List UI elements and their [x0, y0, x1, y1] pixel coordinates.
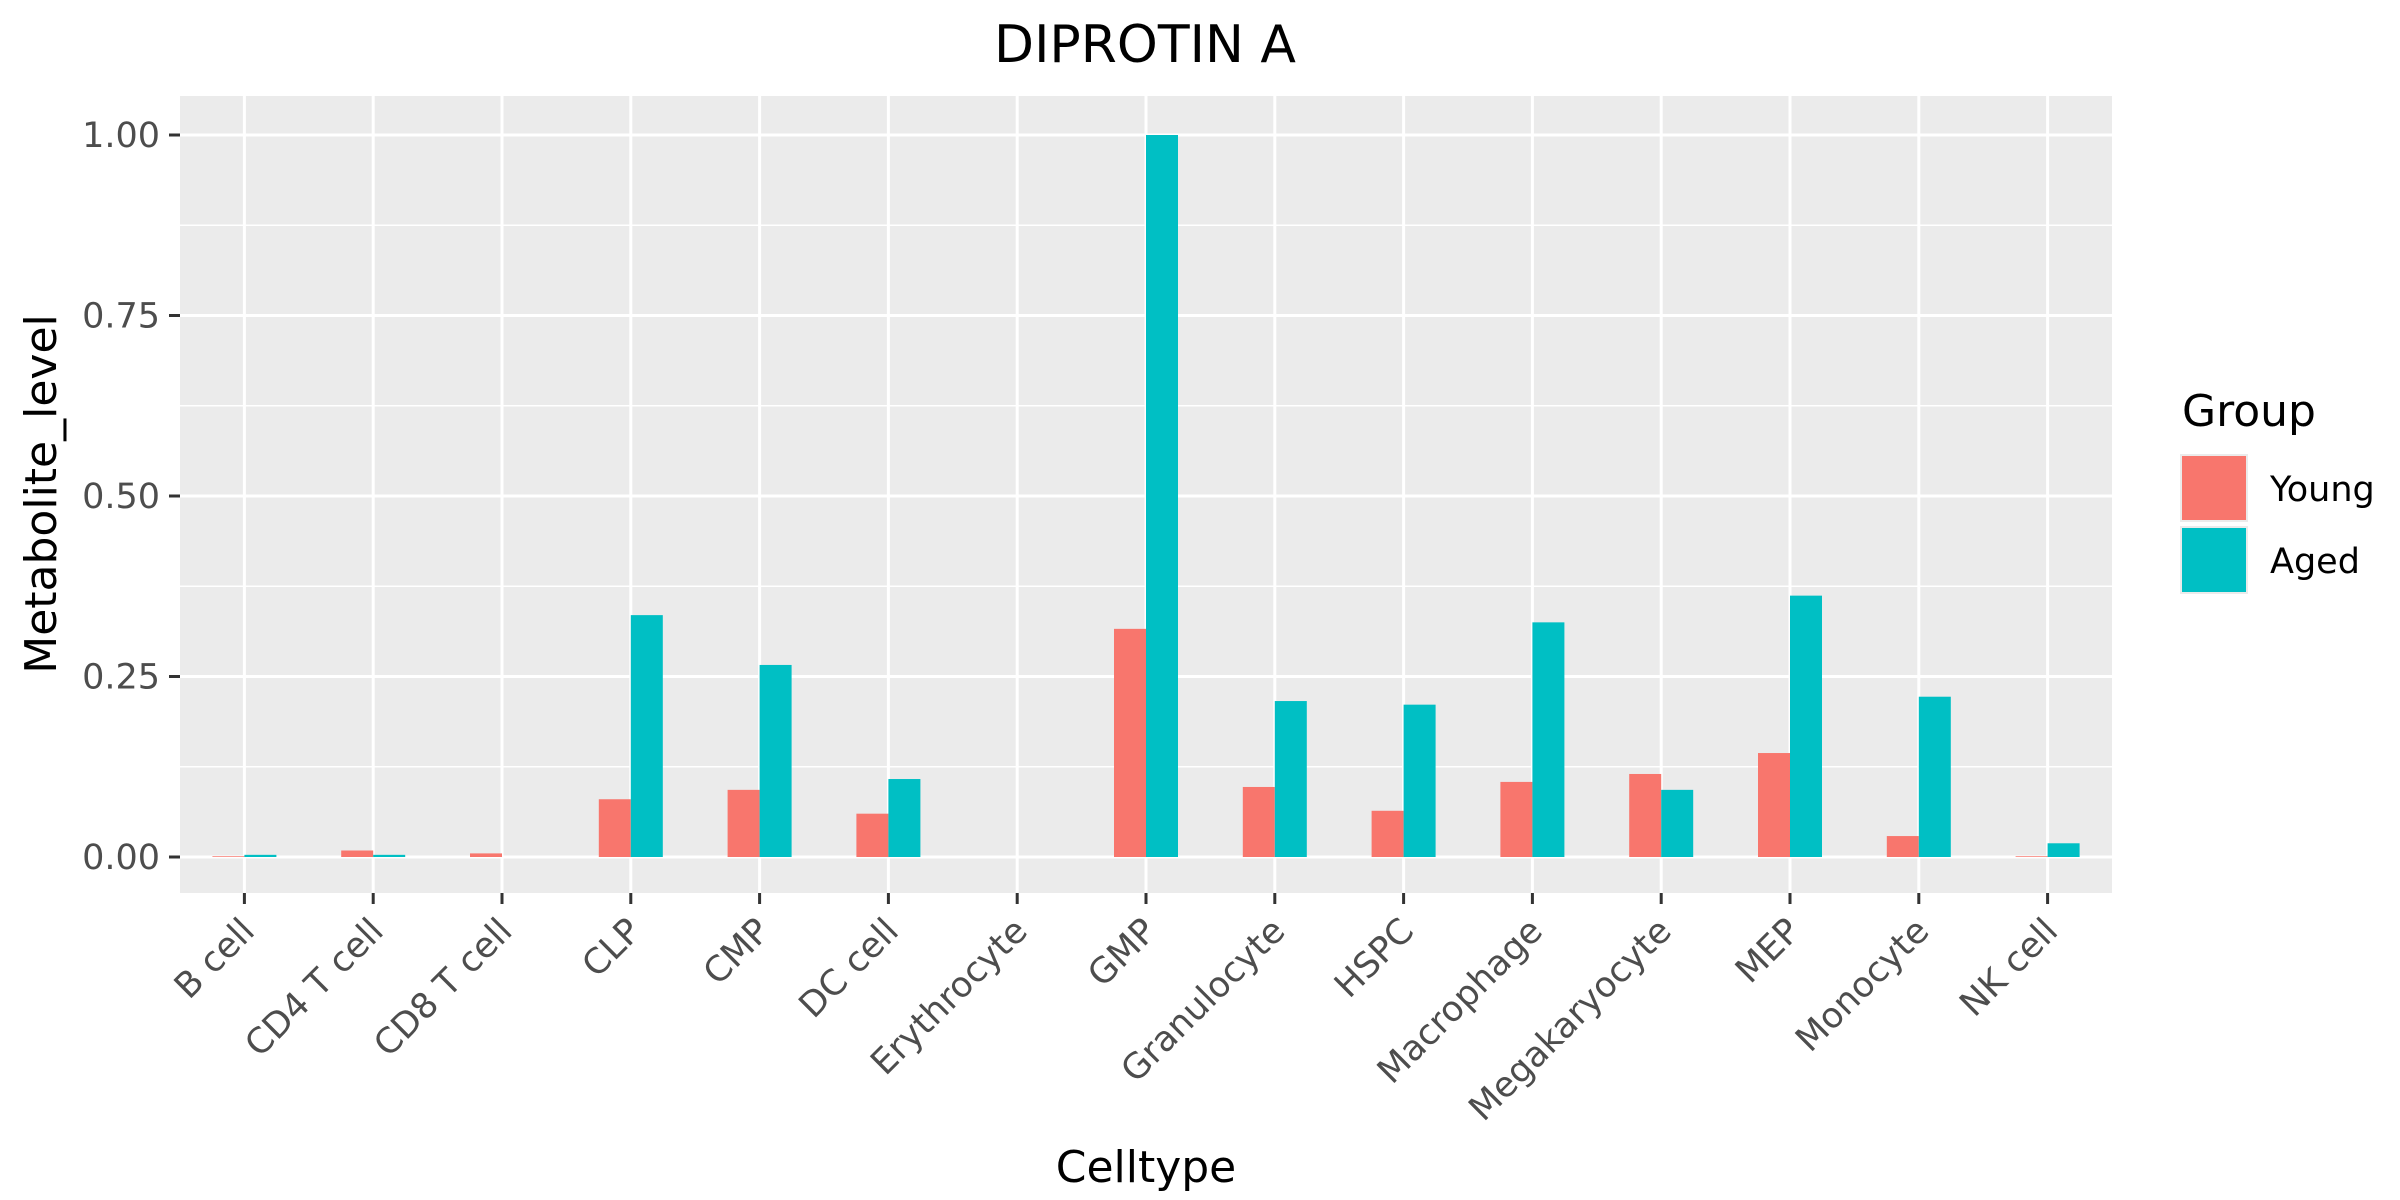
bar-aged: GMP / Aged: 1	[1146, 135, 1178, 857]
legend-key-young	[2182, 456, 2246, 520]
bars: B cell / Young: 0.001B cell / Aged: 0.00…	[212, 135, 2080, 857]
bar-young: B cell / Young: 0.001	[212, 856, 245, 857]
bar-aged: Granulocyte / Aged: 0.216	[1274, 701, 1307, 857]
bar-aged: DC cell / Aged: 0.108	[888, 779, 921, 857]
legend: Group Young Aged	[2180, 386, 2375, 594]
y-tick-label: 0.50	[82, 477, 160, 517]
bar-young: CLP / Young: 0.08	[598, 799, 631, 857]
bar-aged: MEP / Aged: 0.362	[1790, 595, 1822, 857]
bar-young: Granulocyte / Young: 0.097	[1242, 786, 1275, 857]
bar-young: CD8 T cell / Young: 0.005	[470, 853, 502, 857]
x-tick-label: CD4 T cell	[238, 911, 392, 1065]
x-tick-label: CMP	[696, 911, 778, 993]
bar-aged: CD4 T cell / Aged: 0.003	[373, 854, 406, 857]
x-tick-label: DC cell	[792, 911, 907, 1026]
x-tick-label: Monocyte	[1788, 911, 1937, 1060]
y-axis-title: Metabolite_level	[16, 314, 67, 674]
legend-label: Young	[2269, 470, 2375, 510]
x-tick-label: NK cell	[1952, 911, 2065, 1024]
y-axis: 0.00 0.25 0.50 0.75 1.00	[82, 116, 180, 878]
y-tick-label: 1.00	[82, 116, 160, 156]
bar-young: HSPC / Young: 0.064	[1371, 810, 1404, 857]
bar-young: Macrophage / Young: 0.104	[1500, 781, 1533, 857]
bar-aged: Macrophage / Aged: 0.325	[1532, 622, 1565, 857]
bar-aged: CLP / Aged: 0.335	[630, 615, 663, 857]
bar-young: Megakaryocyte / Young: 0.115	[1629, 773, 1662, 857]
x-axis-title: Celltype	[1056, 1142, 1237, 1193]
legend-label: Aged	[2270, 542, 2360, 582]
bar-aged: B cell / Aged: 0.003	[244, 854, 277, 857]
bar-aged: Monocyte / Aged: 0.222	[1918, 696, 1951, 857]
bar-young: Monocyte / Young: 0.029	[1886, 836, 1919, 857]
x-tick-label: MEP	[1728, 911, 1808, 991]
legend-title: Group	[2182, 386, 2316, 437]
bar-young: CD4 T cell / Young: 0.009	[341, 850, 374, 857]
x-tick-label: CLP	[575, 911, 649, 985]
bar-aged: HSPC / Aged: 0.211	[1403, 704, 1436, 857]
bar-young: CMP / Young: 0.093	[727, 789, 760, 857]
y-tick-label: 0.00	[82, 838, 160, 878]
y-tick-label: 0.75	[82, 297, 160, 337]
x-tick-label: B cell	[167, 911, 263, 1007]
bar-aged: NK cell / Aged: 0.019	[2047, 843, 2080, 857]
bar-young: GMP / Young: 0.316	[1114, 628, 1146, 857]
bar-aged: Megakaryocyte / Aged: 0.093	[1661, 789, 1694, 857]
bar-young: DC cell / Young: 0.06	[856, 813, 889, 857]
x-tick-label: HSPC	[1327, 911, 1422, 1006]
bar-young: NK cell / Young: 0.001	[2015, 856, 2048, 857]
bar-young: MEP / Young: 0.144	[1758, 753, 1790, 857]
y-tick-label: 0.25	[82, 658, 160, 698]
bar-aged: CMP / Aged: 0.266	[759, 664, 792, 857]
legend-key-aged	[2182, 528, 2246, 592]
x-tick-label: CD8 T cell	[367, 911, 521, 1065]
chart-title: DIPROTIN A	[994, 15, 1296, 75]
x-tick-label: GMP	[1081, 911, 1165, 995]
